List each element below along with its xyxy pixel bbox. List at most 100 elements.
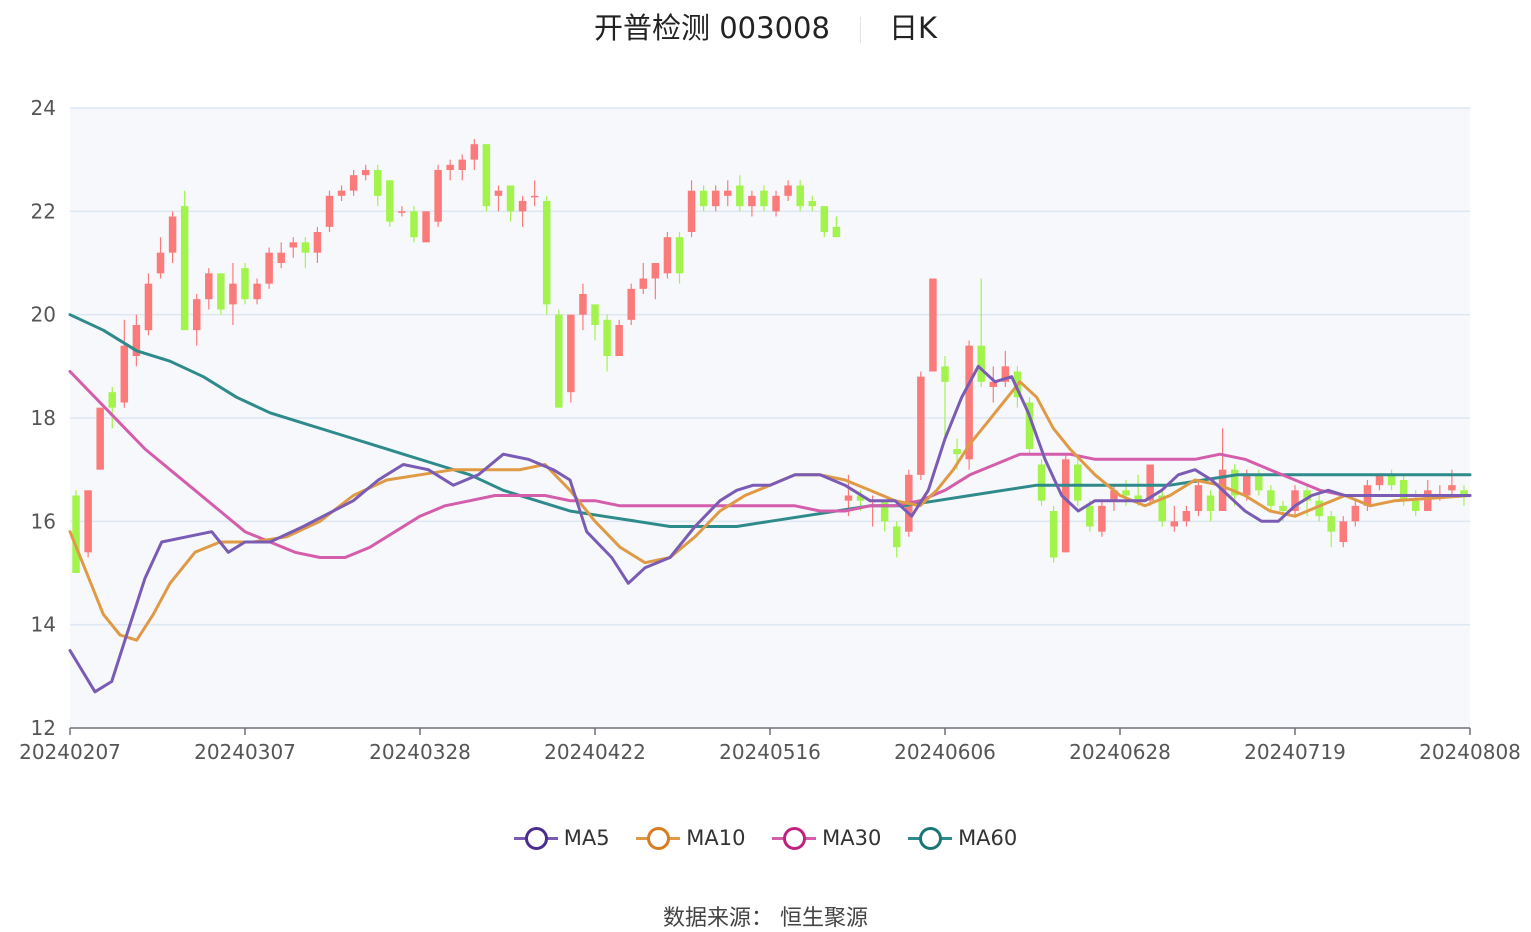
legend-ma5[interactable]: MA5 bbox=[513, 826, 610, 850]
candle-body bbox=[675, 237, 684, 274]
candle-body bbox=[1315, 500, 1323, 517]
candle-body bbox=[458, 159, 466, 170]
x-tick-label: 20240606 bbox=[894, 740, 996, 764]
x-tick-label: 20240628 bbox=[1069, 740, 1171, 764]
candle-body bbox=[977, 345, 985, 382]
candle-body bbox=[796, 185, 804, 207]
candle-body bbox=[892, 526, 901, 548]
legend-ma60-marker bbox=[908, 826, 953, 850]
candle-body bbox=[1424, 490, 1432, 511]
candle-body bbox=[361, 170, 370, 176]
y-tick-label: 16 bbox=[31, 509, 56, 533]
candle-body bbox=[374, 170, 382, 196]
candle-body bbox=[651, 263, 660, 279]
candle-body bbox=[398, 211, 406, 213]
candle-body bbox=[639, 278, 648, 289]
candle-body bbox=[724, 190, 732, 196]
candle-body bbox=[1411, 500, 1420, 511]
x-tick-label: 20240422 bbox=[544, 740, 646, 764]
candle-body bbox=[760, 190, 768, 207]
legend-ma30[interactable]: MA30 bbox=[772, 826, 881, 850]
candle-body bbox=[506, 185, 515, 212]
candle-body bbox=[627, 288, 635, 320]
candle-body bbox=[1327, 516, 1335, 532]
candle-body bbox=[965, 345, 973, 460]
candle-body bbox=[1255, 474, 1263, 491]
x-tick-label: 20240516 bbox=[719, 740, 821, 764]
candle-body bbox=[410, 211, 418, 238]
candle-body bbox=[108, 392, 116, 408]
y-tick-label: 14 bbox=[31, 613, 56, 637]
candle-body bbox=[1098, 505, 1106, 532]
candle-body bbox=[1182, 511, 1191, 522]
candle-body bbox=[555, 314, 563, 408]
candle-body bbox=[1134, 495, 1142, 501]
candle-body bbox=[711, 190, 720, 207]
candle-body bbox=[953, 449, 961, 455]
candle-body bbox=[1086, 505, 1094, 527]
candle-body bbox=[603, 319, 611, 356]
candle-body bbox=[301, 242, 310, 253]
candle-body bbox=[941, 366, 949, 382]
candle-body bbox=[1460, 490, 1468, 496]
candle-body bbox=[229, 283, 237, 305]
candle-body bbox=[1194, 485, 1203, 511]
candle-body bbox=[168, 216, 177, 253]
candle-body bbox=[1375, 474, 1384, 486]
candle-body bbox=[1279, 505, 1287, 511]
candle-body bbox=[494, 190, 503, 196]
candle-body bbox=[699, 190, 708, 207]
candle-body bbox=[929, 278, 937, 372]
candle-body bbox=[1122, 490, 1130, 496]
candle-body bbox=[736, 185, 744, 207]
legend: MA5 MA10 MA30 MA60 bbox=[0, 826, 1531, 855]
ma30-line bbox=[68, 370, 1472, 559]
candle-body bbox=[1291, 490, 1299, 511]
candle-body bbox=[192, 299, 201, 331]
candle-body bbox=[1339, 521, 1348, 542]
candle-body bbox=[784, 185, 792, 196]
candle-body bbox=[1170, 521, 1179, 527]
candle-body bbox=[1351, 505, 1360, 522]
candle-body bbox=[832, 226, 841, 238]
candle-body bbox=[386, 180, 394, 222]
legend-ma5-marker bbox=[513, 826, 558, 850]
legend-ma10[interactable]: MA10 bbox=[636, 826, 745, 850]
candle-body bbox=[422, 211, 430, 243]
legend-ma60-label: MA60 bbox=[958, 826, 1018, 850]
candle-body bbox=[615, 325, 623, 356]
candle-body bbox=[325, 195, 334, 227]
y-tick-label: 22 bbox=[31, 199, 56, 223]
candle-body bbox=[880, 500, 889, 522]
candle-body bbox=[1230, 469, 1239, 496]
legend-ma30-label: MA30 bbox=[822, 826, 882, 850]
candle-body bbox=[917, 376, 925, 475]
candle-body bbox=[470, 144, 479, 160]
y-tick-label: 12 bbox=[31, 716, 56, 740]
candle-body bbox=[579, 294, 587, 315]
candle-body bbox=[856, 495, 865, 501]
x-tick-label: 20240207 bbox=[19, 740, 121, 764]
y-tick-label: 24 bbox=[31, 96, 56, 120]
candle-body bbox=[1025, 402, 1034, 449]
legend-ma10-marker bbox=[636, 826, 681, 850]
candle-body bbox=[241, 268, 249, 300]
candle-body bbox=[205, 273, 213, 300]
candle-body bbox=[1037, 464, 1046, 501]
candle-body bbox=[446, 164, 454, 170]
candle-body bbox=[253, 283, 261, 300]
candle-body bbox=[337, 190, 346, 196]
candle-body bbox=[1303, 490, 1311, 501]
candle-body bbox=[1074, 464, 1082, 501]
candle-body bbox=[1399, 480, 1408, 501]
candle-body bbox=[313, 232, 322, 253]
legend-ma60[interactable]: MA60 bbox=[908, 826, 1017, 850]
candle-body bbox=[84, 490, 92, 553]
chart-title: 开普检测 003008 日K bbox=[0, 8, 1531, 48]
candle-body bbox=[482, 144, 491, 207]
y-tick-label: 20 bbox=[31, 303, 56, 327]
candle-body bbox=[1206, 495, 1215, 511]
candle-body bbox=[844, 495, 853, 501]
candle-body bbox=[144, 283, 153, 331]
candle-body bbox=[1448, 485, 1456, 491]
